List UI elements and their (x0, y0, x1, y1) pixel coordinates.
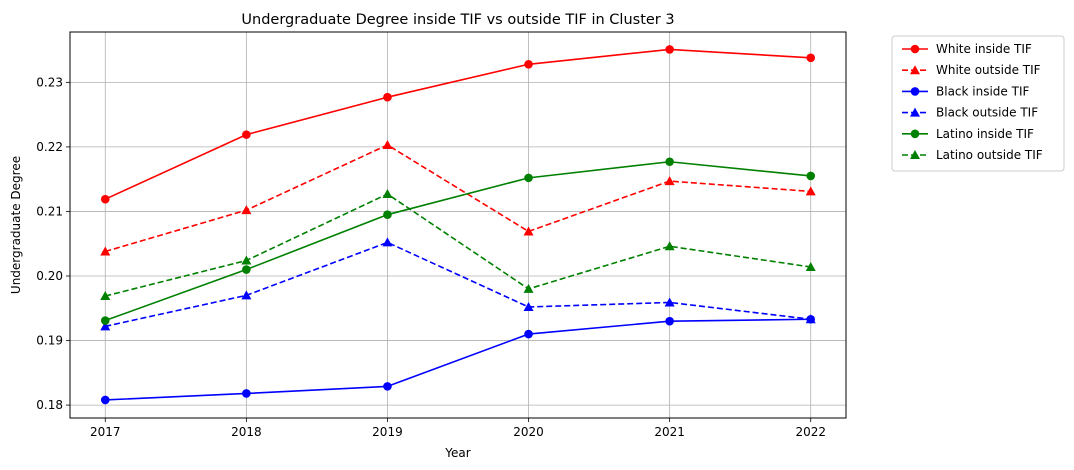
data-point (805, 314, 816, 324)
series-line (105, 144, 811, 253)
data-point (100, 194, 110, 204)
data-point (664, 297, 675, 307)
legend-entry-latino-inside-tif: Latino inside TIF (902, 127, 1034, 141)
legend-box (891, 35, 1065, 172)
data-point (382, 139, 393, 149)
data-point (100, 246, 111, 256)
series-layer (100, 45, 816, 405)
series-latino-inside-tif (100, 157, 816, 325)
series-line (105, 318, 811, 401)
y-tick-label: 0.21 (36, 204, 63, 218)
data-point (665, 45, 674, 54)
legend-label: Latino outside TIF (936, 148, 1043, 162)
data-point (242, 389, 251, 398)
legend-marker (910, 65, 920, 75)
legend-entry-white-outside-tif: White outside TIF (902, 63, 1041, 77)
data-point (523, 226, 534, 236)
series-white-inside-tif (100, 45, 816, 204)
legend-label: White inside TIF (936, 42, 1032, 56)
data-point (241, 205, 252, 215)
series-line (105, 193, 811, 297)
legend-marker (910, 107, 920, 117)
legend-marker (910, 44, 920, 54)
x-tick-label: 2018 (231, 425, 262, 439)
series-black-outside-tif (100, 237, 816, 331)
y-tick-label: 0.22 (36, 140, 63, 154)
series-line (105, 241, 811, 328)
chart-title: Undergraduate Degree inside TIF vs outsi… (241, 12, 674, 28)
data-point (524, 59, 533, 69)
data-point (524, 173, 533, 183)
y-tick-label: 0.18 (36, 398, 63, 412)
data-point (382, 237, 393, 247)
legend: White inside TIF White outside TIF Black i… (891, 35, 1065, 172)
x-tick-label: 2020 (513, 425, 544, 439)
y-tick-label: 0.19 (36, 334, 63, 348)
data-point (523, 301, 534, 311)
x-tick-label: 2017 (90, 425, 121, 439)
data-point (100, 321, 111, 331)
data-point (241, 290, 252, 300)
series-line (105, 160, 811, 322)
legend-entry-black-inside-tif: Black inside TIF (902, 84, 1029, 98)
data-point (664, 241, 675, 251)
data-point (242, 265, 251, 274)
y-tick-label: 0.20 (36, 269, 63, 283)
data-point (383, 210, 392, 219)
legend-label: White outside TIF (936, 63, 1041, 77)
x-axis-label: Year (444, 446, 470, 460)
series-white-outside-tif (100, 139, 816, 256)
data-point (665, 157, 674, 167)
legend-marker (910, 87, 920, 96)
series-line (104, 48, 811, 200)
legend-entry-latino-outside-tif: Latino outside TIF (902, 148, 1043, 162)
legend-label: Black inside TIF (936, 84, 1029, 98)
x-tick-label: 2021 (654, 425, 685, 439)
x-tick-label: 2019 (372, 425, 403, 439)
data-point (383, 92, 392, 102)
series-latino-outside-tif (100, 189, 816, 301)
data-point (805, 186, 816, 196)
data-point (806, 53, 816, 63)
data-point (100, 316, 110, 325)
legend-marker (910, 129, 920, 139)
data-point (805, 261, 816, 271)
data-point (664, 176, 675, 186)
data-point (806, 171, 816, 181)
legend-entry-white-inside-tif: White inside TIF (902, 42, 1032, 56)
data-point (242, 130, 251, 139)
x-axis-ticks: 2017 2018 2019 2020 2021 2022 (90, 418, 826, 439)
plot-frame (69, 31, 847, 419)
y-tick-label: 0.23 (36, 75, 63, 89)
legend-label: Black outside TIF (936, 106, 1038, 120)
data-point (524, 329, 533, 339)
data-point (383, 382, 392, 391)
data-point (100, 395, 110, 405)
data-point (382, 189, 393, 199)
y-axis-ticks: 0.18 0.19 0.20 0.21 0.22 0.23 (36, 75, 70, 412)
series-black-inside-tif (100, 314, 816, 405)
y-axis-label: Undergraduate Degree (9, 156, 23, 294)
data-point (665, 316, 674, 326)
data-point (523, 283, 534, 293)
x-tick-label: 2022 (795, 425, 826, 439)
data-point (241, 255, 252, 265)
legend-marker (910, 150, 920, 159)
legend-entry-black-outside-tif: Black outside TIF (902, 106, 1038, 120)
legend-label: Latino inside TIF (936, 127, 1034, 141)
data-point (100, 291, 111, 301)
